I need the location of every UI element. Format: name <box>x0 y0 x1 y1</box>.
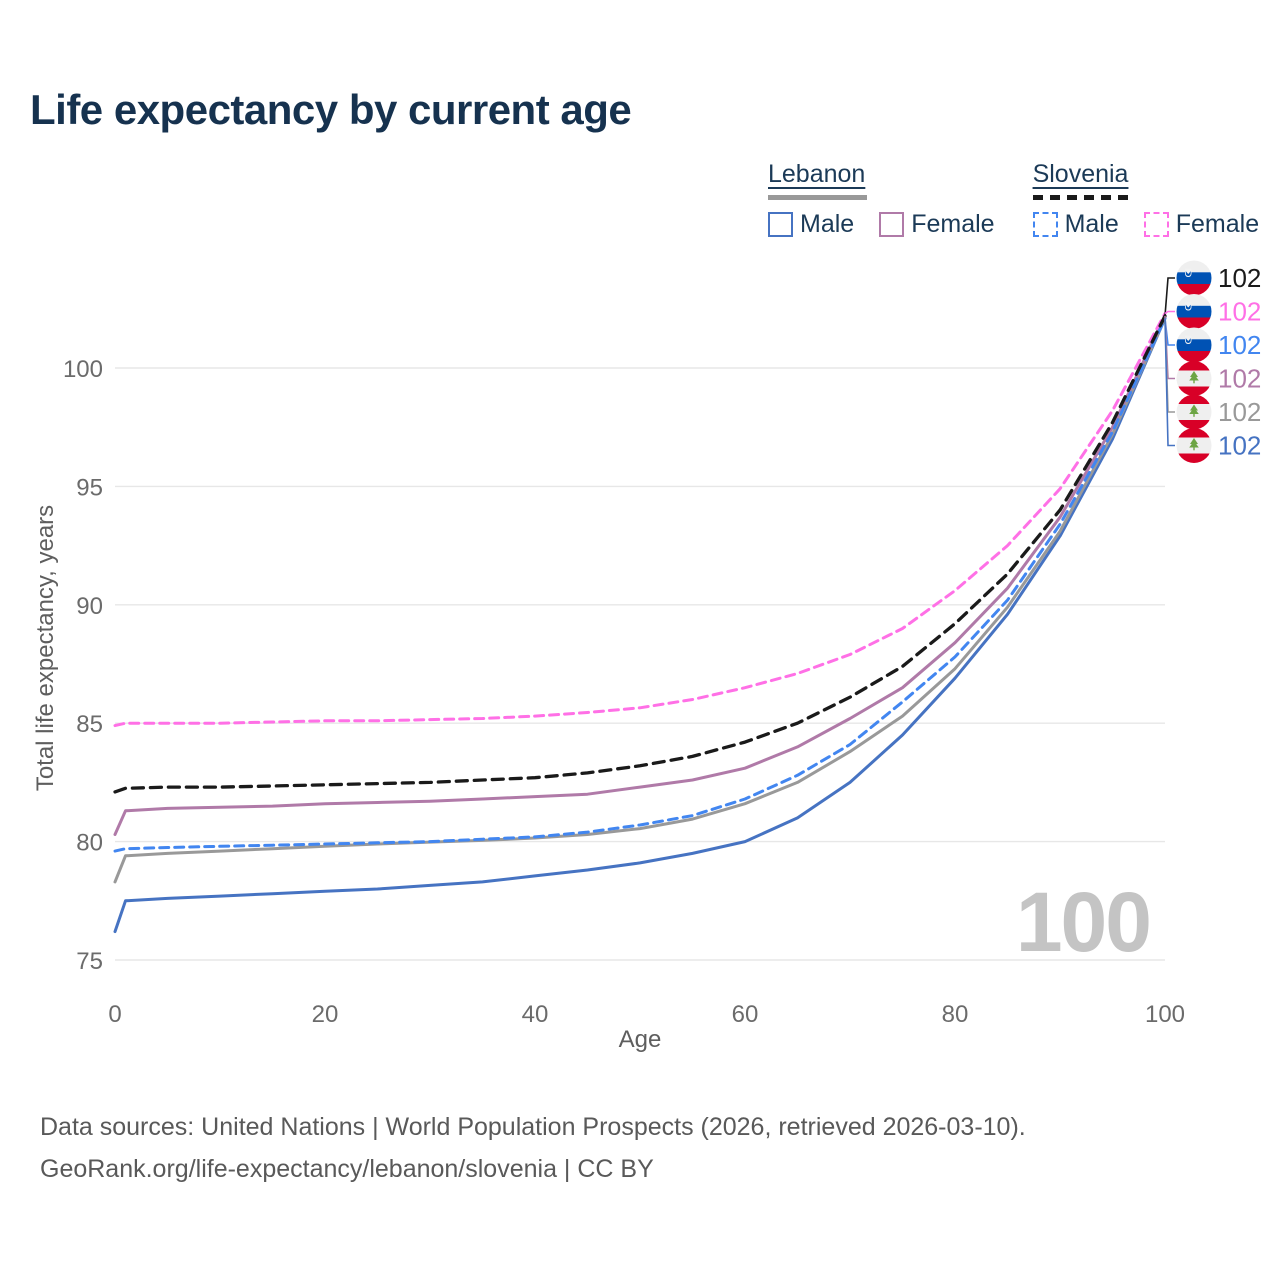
page-title: Life expectancy by current age <box>30 86 632 133</box>
series-line-lebanon[interactable] <box>113 316 1167 884</box>
legend-item-slovenia-male[interactable]: Male <box>1032 210 1119 239</box>
lebanon-male-swatch-icon <box>768 212 793 237</box>
y-tick-label: 85 <box>76 711 103 738</box>
x-tick-label: 0 <box>108 1001 121 1028</box>
label-connector <box>1164 310 1175 315</box>
slovenia-flag-icon <box>1176 294 1212 329</box>
series-line-slovenia-male[interactable] <box>113 316 1167 853</box>
footer: Data sources: United Nations | World Pop… <box>40 1106 1026 1190</box>
lebanon-line-swatch <box>768 195 867 200</box>
y-axis-title: Total life expectancy, years <box>32 504 59 792</box>
footer-attribution: GeoRank.org/life-expectancy/lebanon/slov… <box>40 1155 654 1183</box>
legend-country-slovenia[interactable]: Slovenia <box>1032 160 1129 188</box>
y-tick-label: 100 <box>63 356 103 383</box>
footer-sources: Data sources: United Nations | World Pop… <box>40 1113 1026 1141</box>
legend-label: Female <box>911 210 995 238</box>
slovenia-line-swatch <box>1032 195 1132 200</box>
age-counter-watermark: 100 <box>1015 875 1152 969</box>
end-value-label: 102 <box>1218 297 1261 327</box>
lebanon-female-swatch-icon <box>879 212 905 237</box>
x-axis-title: Age <box>618 1026 662 1053</box>
x-tick-label: 100 <box>1145 1001 1185 1028</box>
label-connector <box>1164 277 1175 316</box>
lebanon-flag-icon <box>1176 361 1212 396</box>
end-value-label: 102 <box>1218 397 1261 427</box>
x-tick-label: 20 <box>312 1001 339 1028</box>
y-tick-label: 75 <box>76 948 103 975</box>
lebanon-flag-icon <box>1176 428 1212 463</box>
label-connector <box>1164 318 1175 447</box>
slovenia-female-swatch-icon <box>1143 212 1169 237</box>
legend-item-slovenia-female[interactable]: Female <box>1143 210 1260 239</box>
slovenia-flag-icon <box>1176 327 1212 363</box>
slovenia-male-swatch-icon <box>1032 212 1058 237</box>
legend-item-lebanon-female[interactable]: Female <box>879 210 995 239</box>
end-value-label: 102 <box>1218 263 1261 293</box>
legend: Lebanon Male Female Slovenia Male <box>768 160 1259 239</box>
y-tick-label: 80 <box>76 830 103 857</box>
legend-label: Male <box>1064 210 1119 238</box>
series-line-slovenia-female[interactable] <box>113 312 1167 728</box>
legend-item-lebanon-male[interactable]: Male <box>768 210 854 239</box>
legend-label: Female <box>1175 210 1260 238</box>
legend-group-slovenia: Slovenia Male Female <box>1032 160 1260 239</box>
legend-country-lebanon[interactable]: Lebanon <box>768 160 866 188</box>
x-tick-label: 60 <box>732 1001 759 1028</box>
legend-label: Male <box>800 210 855 238</box>
end-value-label: 102 <box>1218 364 1261 394</box>
x-tick-label: 40 <box>522 1001 549 1028</box>
y-tick-label: 90 <box>76 593 103 620</box>
x-tick-label: 80 <box>942 1001 969 1028</box>
end-value-label: 102 <box>1218 330 1261 360</box>
series-line-lebanon-male[interactable] <box>113 316 1167 934</box>
series-line-lebanon-female[interactable] <box>113 314 1167 836</box>
end-value-label: 102 <box>1218 431 1261 461</box>
series-line-slovenia[interactable] <box>113 314 1167 794</box>
y-tick-label: 95 <box>76 474 103 501</box>
lebanon-flag-icon <box>1176 394 1212 430</box>
slovenia-flag-icon <box>1176 260 1212 296</box>
legend-group-lebanon: Lebanon Male Female <box>768 160 995 239</box>
